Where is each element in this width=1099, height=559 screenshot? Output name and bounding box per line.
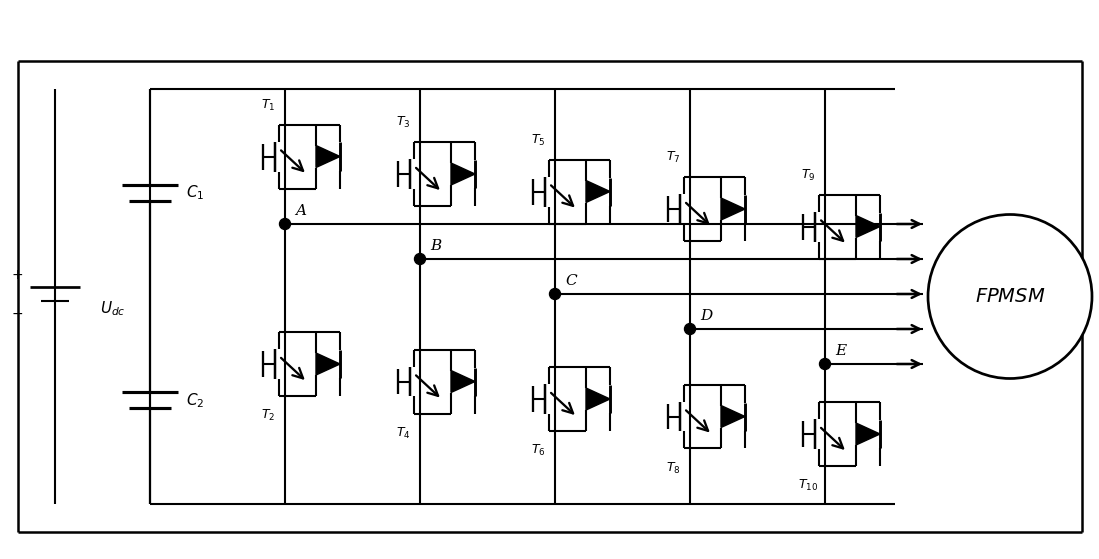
Text: $C_1$: $C_1$ bbox=[186, 183, 204, 202]
Polygon shape bbox=[721, 405, 745, 428]
Polygon shape bbox=[586, 181, 610, 202]
Text: A: A bbox=[295, 204, 306, 218]
Text: $T_{10}$: $T_{10}$ bbox=[798, 478, 818, 493]
Text: E: E bbox=[835, 344, 846, 358]
Text: C: C bbox=[565, 274, 577, 288]
Polygon shape bbox=[721, 198, 745, 220]
Polygon shape bbox=[451, 163, 475, 185]
Circle shape bbox=[685, 324, 696, 334]
Circle shape bbox=[928, 215, 1092, 378]
Text: $T_8$: $T_8$ bbox=[666, 461, 680, 476]
Circle shape bbox=[820, 358, 831, 369]
Text: $T_9$: $T_9$ bbox=[801, 167, 815, 182]
Text: $T_1$: $T_1$ bbox=[260, 97, 275, 112]
Circle shape bbox=[550, 288, 560, 300]
Circle shape bbox=[414, 253, 425, 264]
Text: $FPMSM$: $FPMSM$ bbox=[975, 287, 1045, 306]
Polygon shape bbox=[856, 423, 880, 445]
Text: $T_5$: $T_5$ bbox=[531, 132, 545, 148]
Text: $T_4$: $T_4$ bbox=[396, 425, 410, 440]
Polygon shape bbox=[856, 216, 880, 238]
Circle shape bbox=[279, 219, 290, 230]
Text: $C_2$: $C_2$ bbox=[186, 391, 204, 410]
Polygon shape bbox=[586, 388, 610, 410]
Polygon shape bbox=[317, 353, 340, 375]
Text: $T_6$: $T_6$ bbox=[531, 443, 545, 458]
Text: $U_{dc}$: $U_{dc}$ bbox=[100, 299, 125, 318]
Text: $T_2$: $T_2$ bbox=[260, 408, 275, 423]
Text: B: B bbox=[430, 239, 442, 253]
Text: $T_3$: $T_3$ bbox=[396, 115, 410, 130]
Polygon shape bbox=[451, 371, 475, 392]
Text: D: D bbox=[700, 309, 712, 323]
Text: $-$: $-$ bbox=[11, 306, 23, 320]
Text: $+$: $+$ bbox=[11, 268, 23, 282]
Polygon shape bbox=[317, 145, 340, 168]
Text: $T_7$: $T_7$ bbox=[666, 150, 680, 165]
